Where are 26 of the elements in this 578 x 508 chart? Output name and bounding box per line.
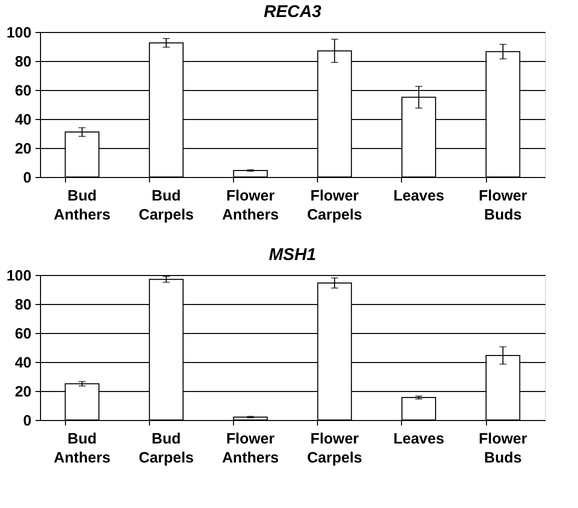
x-tick-label: Bud Anthers bbox=[54, 188, 110, 224]
y-tick-label: 20 bbox=[14, 140, 32, 158]
y-tick-label: 40 bbox=[14, 354, 32, 372]
x-tick-label: Bud Carpels bbox=[138, 188, 194, 224]
chart-title: MSH1 bbox=[268, 245, 316, 264]
y-tick-label: 60 bbox=[14, 82, 32, 100]
y-tick-label: 100 bbox=[6, 24, 32, 42]
x-tick-label: Flower Carpels bbox=[307, 430, 362, 466]
x-tick-label: Bud Carpels bbox=[138, 430, 194, 466]
x-tick-label: Flower Buds bbox=[478, 188, 528, 224]
y-tick-label: 100 bbox=[6, 268, 32, 284]
y-tick-label: 0 bbox=[23, 412, 32, 430]
x-tick-label: Flower Buds bbox=[478, 430, 528, 466]
y-tick-label: 0 bbox=[23, 170, 32, 186]
x-tick-label: Flower Anthers bbox=[222, 430, 279, 466]
y-tick-label: 40 bbox=[14, 112, 32, 128]
y-tick-label: 60 bbox=[14, 326, 32, 342]
y-tick-label: 80 bbox=[14, 54, 32, 70]
x-tick-label: Leaves bbox=[393, 188, 444, 204]
y-tick-label: 20 bbox=[14, 384, 32, 400]
x-tick-label: Leaves bbox=[393, 430, 444, 448]
chart-title: RECA3 bbox=[264, 2, 322, 21]
x-tick-label: Flower Carpels bbox=[307, 188, 362, 224]
x-tick-label: Flower Anthers bbox=[222, 188, 279, 224]
x-tick-label: Bud Anthers bbox=[54, 430, 110, 466]
y-tick-label: 80 bbox=[14, 296, 32, 314]
